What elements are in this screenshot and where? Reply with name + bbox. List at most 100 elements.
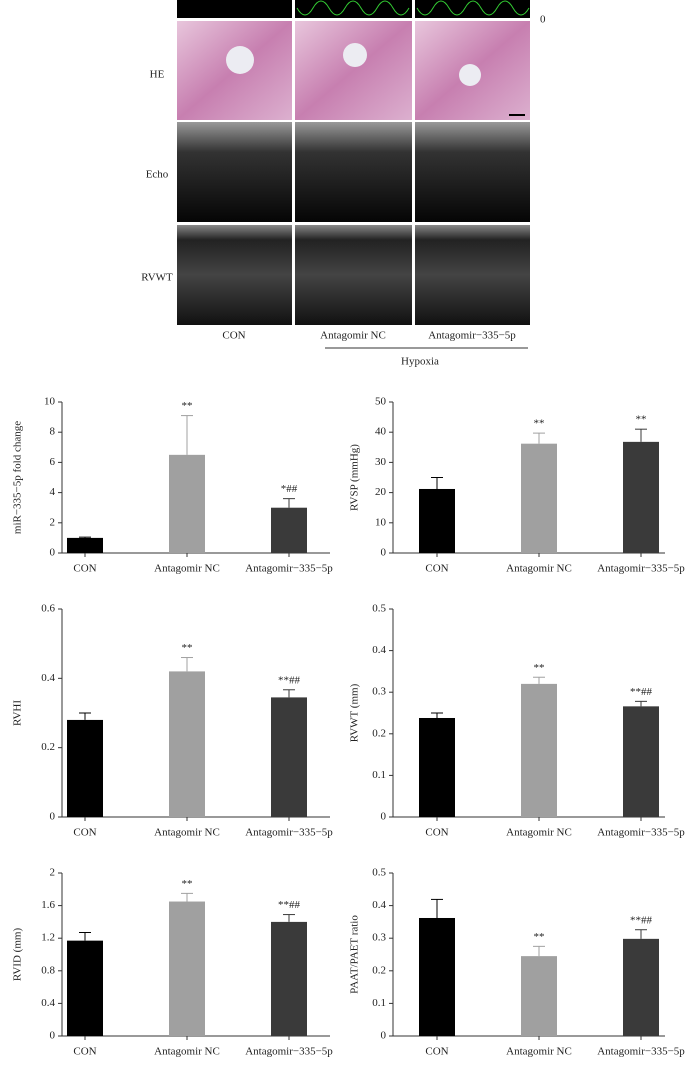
y-axis-label: PAAT/PAET ratio (349, 915, 361, 994)
significance-label: ** (534, 931, 545, 943)
echo-image (177, 122, 292, 222)
significance-label: ** (534, 418, 545, 430)
y-tick-label: 4 (50, 486, 56, 498)
x-tick-label: CON (425, 1046, 448, 1058)
x-tick-label: CON (73, 563, 96, 575)
bar (169, 454, 205, 553)
y-tick-label: 20 (375, 486, 387, 498)
y-axis-label: RVHI (12, 700, 24, 726)
image-panel: 0 HE Echo RVWT CON Antagomir NC Antagomi… (141, 0, 546, 368)
y-tick-label: 0.6 (41, 603, 55, 615)
x-tick-label: Antagomir NC (154, 563, 220, 575)
pressure-wave (416, 0, 530, 16)
x-tick-label: Antagomir−335−5p (597, 1046, 685, 1058)
y-tick-label: 1.6 (41, 899, 55, 911)
alveolus (226, 46, 254, 74)
y-tick-label: 0 (381, 1030, 387, 1042)
y-tick-label: 0.3 (372, 932, 386, 944)
column-label: Antagomir−335−5p (428, 330, 516, 342)
y-tick-label: 0.2 (372, 964, 386, 976)
x-tick-label: CON (425, 563, 448, 575)
y-tick-label: 30 (375, 456, 387, 468)
row-label: RVWT (141, 272, 173, 284)
mmode-image (295, 225, 412, 325)
y-tick-label: 0.4 (41, 672, 55, 684)
y-tick-label: 0 (381, 547, 387, 559)
y-axis-label: RVWT (mm) (349, 683, 361, 742)
y-tick-label: 0.1 (372, 769, 386, 781)
x-tick-label: Antagomir−335−5p (245, 1046, 333, 1058)
y-tick-label: 10 (44, 396, 56, 408)
x-tick-label: Antagomir−335−5p (245, 563, 333, 575)
y-tick-label: 50 (375, 396, 387, 408)
y-tick-label: 0.4 (41, 997, 55, 1009)
x-tick-label: Antagomir NC (506, 563, 572, 575)
y-tick-label: 0.2 (372, 727, 386, 739)
x-tick-label: CON (73, 1046, 96, 1058)
mmode-image (177, 225, 292, 325)
y-tick-label: 0 (50, 547, 56, 559)
bar (419, 717, 455, 817)
bar (169, 671, 205, 817)
x-tick-label: Antagomir−335−5p (597, 827, 685, 839)
bar (521, 956, 557, 1036)
y-tick-label: 0 (50, 1030, 56, 1042)
he-image (295, 21, 412, 120)
y-axis-label: miR−335−5p fold change (12, 421, 24, 534)
bar (271, 697, 307, 817)
y-axis-label: RVSP (mmHg) (349, 444, 361, 511)
y-tick-label: 2 (50, 867, 56, 879)
y-tick-label: 6 (50, 456, 56, 468)
bar (623, 938, 659, 1036)
significance-label: ** (534, 662, 545, 674)
significance-label: *## (281, 483, 298, 495)
significance-label: **## (278, 899, 301, 911)
trace (177, 0, 292, 18)
y-tick-label: 1.2 (41, 932, 55, 944)
bar (67, 719, 103, 817)
x-tick-label: Antagomir−335−5p (597, 563, 685, 575)
significance-label: ** (182, 878, 193, 890)
bar (67, 940, 103, 1036)
y-tick-label: 0 (381, 811, 387, 823)
y-tick-label: 2 (50, 516, 56, 528)
significance-label: ** (182, 400, 193, 412)
bar (169, 901, 205, 1036)
significance-label: ** (636, 414, 647, 426)
y-tick-label: 0.2 (41, 741, 55, 753)
y-tick-label: 40 (375, 426, 387, 438)
y-tick-label: 0.8 (41, 964, 55, 976)
bar (521, 683, 557, 817)
y-tick-label: 0.3 (372, 686, 386, 698)
column-label: Antagomir NC (320, 330, 386, 342)
echo-image (295, 122, 412, 222)
bar (271, 921, 307, 1036)
x-tick-label: Antagomir NC (154, 827, 220, 839)
bar (623, 706, 659, 817)
alveolus (343, 43, 367, 67)
y-tick-label: 0.5 (372, 603, 386, 615)
bar (419, 917, 455, 1036)
y-tick-label: 0.1 (372, 997, 386, 1009)
row-label: HE (150, 69, 165, 81)
corner-label: 0 (540, 14, 546, 26)
x-tick-label: Antagomir−335−5p (245, 827, 333, 839)
scale-bar (509, 114, 525, 116)
y-tick-label: 0 (50, 811, 56, 823)
y-tick-label: 10 (375, 516, 387, 528)
column-label: CON (222, 330, 245, 342)
significance-label: **## (630, 686, 653, 698)
x-tick-label: Antagomir NC (154, 1046, 220, 1058)
y-axis-label: RVID (mm) (12, 928, 24, 982)
significance-label: **## (278, 674, 301, 686)
y-tick-label: 0.4 (372, 644, 386, 656)
trace (415, 0, 530, 18)
bar (67, 537, 103, 553)
bar (419, 488, 455, 553)
significance-label: ** (182, 642, 193, 654)
x-tick-label: Antagomir NC (506, 1046, 572, 1058)
x-tick-label: CON (73, 827, 96, 839)
row-label: Echo (146, 169, 169, 181)
y-tick-label: 8 (50, 426, 56, 438)
